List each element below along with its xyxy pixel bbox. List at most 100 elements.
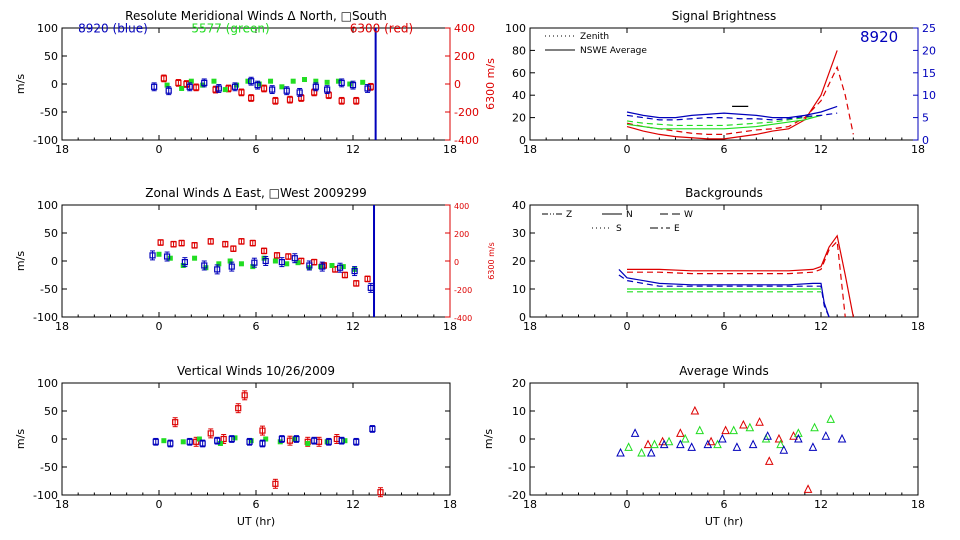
data-point (260, 85, 268, 92)
chart-zonal: Zonal Winds Δ East, □West 2009299 18 0 6 12 1… (14, 186, 496, 333)
data-point (179, 85, 185, 91)
x-tick-label: 0 (624, 143, 631, 156)
data-point (687, 442, 696, 451)
data-point (729, 425, 739, 435)
x-tick-label: 0 (624, 498, 631, 511)
data-point (826, 414, 836, 423)
data-point (311, 437, 318, 444)
data-point (324, 439, 330, 445)
data-point (175, 79, 182, 86)
data-point (763, 431, 772, 440)
data-point (211, 78, 217, 84)
data-point (263, 436, 269, 442)
x-tick-label: 18 (55, 143, 69, 156)
chart-title: Zonal Winds Δ East, □West 2009299 (145, 186, 367, 200)
data-point (241, 392, 248, 399)
right-y-tick-label: -400 (454, 134, 479, 147)
data-point (283, 87, 290, 94)
data-point (367, 284, 374, 291)
data-point (306, 262, 313, 269)
data-point (779, 445, 789, 454)
y-axis-label: m/s (14, 74, 27, 94)
data-point (324, 79, 330, 85)
data-point (230, 245, 237, 252)
data-point (721, 425, 730, 435)
x-tick-label: 18 (443, 320, 457, 333)
data-point (151, 83, 158, 90)
x-tick-label: 18 (443, 143, 457, 156)
x-tick-label: 0 (156, 320, 163, 333)
data-point (193, 84, 200, 91)
channel-label: 8920 (860, 28, 898, 46)
y-tick-label: -10 (508, 461, 526, 474)
x-tick-label: 18 (911, 320, 925, 333)
data-point (192, 255, 198, 261)
series-annotation: 6300 (red) (350, 21, 413, 35)
data-point (279, 84, 285, 90)
y-tick-label: 10 (512, 283, 526, 296)
data-point (810, 422, 819, 432)
y-tick-label: -50 (40, 283, 58, 296)
data-point (291, 255, 298, 262)
data-point (231, 83, 239, 90)
data-point (340, 264, 346, 270)
data-point (272, 480, 279, 487)
y-tick-label: 0 (519, 134, 526, 147)
x-tick-label: 12 (346, 143, 360, 156)
right-y-tick-label: 200 (454, 50, 475, 63)
data-point (369, 425, 376, 433)
data-point (272, 97, 279, 104)
data-point (650, 439, 659, 449)
y-tick-label: -50 (40, 461, 58, 474)
right-axis-label: 6300 m/s (487, 242, 496, 280)
y-tick-label: -20 (508, 489, 526, 502)
data-point (367, 83, 374, 90)
data-point (238, 238, 245, 245)
y-tick-label: 0 (51, 78, 58, 91)
chart-resolute-meridional: Resolute Meridional Winds Δ North, □Sout… (14, 9, 497, 156)
data-point (180, 439, 186, 445)
right-y-tick-label: 200 (454, 230, 469, 239)
legend-label: Z (566, 210, 572, 220)
data-point (181, 259, 188, 266)
data-point (214, 266, 221, 273)
legend-label: S (616, 224, 622, 234)
data-point (706, 436, 716, 446)
data-point (296, 89, 303, 96)
data-point (156, 251, 162, 257)
chart-title: Signal Brightness (672, 9, 777, 23)
legend-label: Zenith (580, 32, 609, 42)
data-point (172, 419, 179, 426)
data-point (196, 436, 202, 442)
right-axis-label: 6300 m/s (484, 58, 497, 110)
x-tick-label: 6 (721, 143, 728, 156)
right-y-tick-label: -200 (454, 286, 472, 295)
data-point (217, 440, 223, 446)
x-axis-label: UT (hr) (705, 515, 743, 528)
data-point (273, 252, 281, 259)
data-point (259, 427, 266, 434)
data-point (774, 433, 784, 443)
plot-frame (61, 382, 451, 496)
plot-frame (529, 204, 919, 318)
data-point (259, 440, 266, 447)
data-point (215, 85, 222, 92)
data-point (748, 439, 758, 449)
right-y-tick-label: 0 (454, 78, 461, 91)
data-point (341, 271, 349, 279)
data-point (256, 81, 262, 87)
series-annotation: 8920 (blue) (78, 21, 148, 35)
x-tick-label: 12 (814, 143, 828, 156)
data-point (188, 78, 194, 84)
data-point (295, 260, 301, 266)
data-point (191, 242, 198, 249)
y-tick-label: 50 (44, 405, 58, 418)
x-tick-label: 6 (253, 320, 260, 333)
data-point (324, 86, 331, 93)
data-point (713, 439, 722, 449)
y-tick-label: 100 (37, 22, 58, 35)
data-point (214, 437, 221, 444)
y-tick-label: 40 (512, 89, 526, 102)
